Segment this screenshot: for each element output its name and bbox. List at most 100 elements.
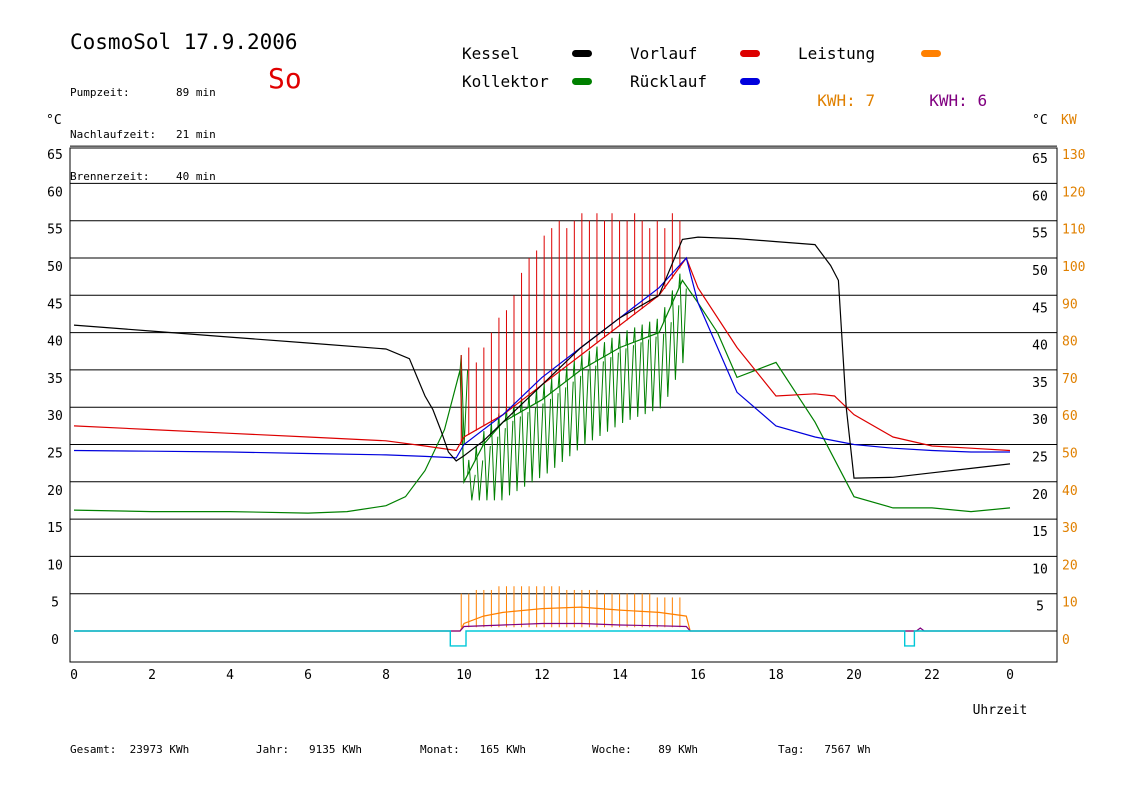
legend-ruecklauf-swatch xyxy=(740,78,760,85)
y-tick-right-temp: 15 xyxy=(1032,525,1048,540)
legend-leistung-label: Leistung xyxy=(798,44,876,63)
x-tick: 12 xyxy=(534,668,550,683)
stat-pump-label: Pumpzeit: xyxy=(70,86,130,99)
series-kollektor-osc xyxy=(602,342,612,432)
series-kollektor-osc xyxy=(648,321,657,412)
y-tick-right-kw: 90 xyxy=(1062,297,1078,312)
y-tick-right-kw: 30 xyxy=(1062,521,1078,536)
series-kollektor-osc xyxy=(489,421,499,501)
weekday-label: So xyxy=(268,62,302,95)
legend-ruecklauf-label: Rücklauf xyxy=(630,72,708,91)
series-kollektor-osc xyxy=(633,327,642,417)
y-tick-right-kw: 60 xyxy=(1062,409,1078,424)
legend-leistung-swatch xyxy=(921,50,941,57)
legend-kessel-label: Kessel xyxy=(462,44,520,63)
footer-jahr-label: Jahr: xyxy=(256,743,290,756)
series-kollektor-osc xyxy=(527,392,536,483)
y-tick-right-kw: 120 xyxy=(1062,185,1085,200)
x-tick: 6 xyxy=(304,668,312,683)
y-tick-left: 35 xyxy=(47,372,63,387)
series-vorlauf xyxy=(73,256,1011,452)
footer-jahr: Jahr: 9135 KWh xyxy=(256,743,362,756)
series-kollektor-osc xyxy=(617,333,627,424)
footer-tag-label: Tag: xyxy=(778,743,805,756)
kwh-solar-label: KWH: xyxy=(817,91,856,110)
y-tick-right-kw: 0 xyxy=(1062,633,1070,648)
series-kollektor-osc xyxy=(595,346,604,437)
plot-frame xyxy=(69,147,1058,663)
footer-tag: Tag: 7567 Wh xyxy=(778,743,871,756)
x-tick: 18 xyxy=(768,668,784,683)
y-tick-left: 60 xyxy=(47,185,63,200)
series-kollektor-osc xyxy=(587,350,597,441)
series-kollektor-osc xyxy=(542,383,552,474)
series-kollektor-osc xyxy=(640,324,650,415)
stat-nachlauf-value: 21 min xyxy=(176,128,216,141)
series-kwh-tag xyxy=(74,622,1010,632)
y-tick-right-kw: 80 xyxy=(1062,335,1078,350)
x-tick: 22 xyxy=(924,668,940,683)
x-tick: 8 xyxy=(382,668,390,683)
y-tick-left: 50 xyxy=(47,260,63,275)
x-tick: 16 xyxy=(690,668,706,683)
series-kollektor-osc xyxy=(610,337,619,428)
footer-woche-label: Woche: xyxy=(592,743,632,756)
x-tick: 10 xyxy=(456,668,472,683)
kwh-solar: KWH: 7 xyxy=(798,72,875,110)
y-tick-right-kw: 130 xyxy=(1062,148,1085,163)
chart-title: CosmoSol 17.9.2006 xyxy=(70,30,298,54)
y-tick-right-temp: 30 xyxy=(1032,413,1048,428)
x-tick: 4 xyxy=(226,668,234,683)
kwh-day: KWH: 6 xyxy=(910,72,987,110)
y-unit-right-temp: °C xyxy=(1032,113,1048,128)
series-kollektor-osc xyxy=(535,388,544,479)
series-leistung xyxy=(74,606,1010,632)
series-kollektor-osc xyxy=(663,307,672,397)
stat-nachlauf-label: Nachlaufzeit: xyxy=(70,128,157,141)
kwh-day-value: 6 xyxy=(977,91,988,110)
stats-labels: Pumpzeit: Nachlaufzeit: Brennerzeit: xyxy=(70,58,156,198)
footer-gesamt-value: 23973 KWh xyxy=(129,743,190,756)
footer-woche-value: 89 KWh xyxy=(658,743,698,756)
stat-brenner-value: 40 min xyxy=(176,170,216,183)
series-kollektor-osc xyxy=(504,405,514,496)
stat-brenner-label: Brennerzeit: xyxy=(70,170,150,183)
x-tick: 20 xyxy=(846,668,862,683)
x-tick: 0 xyxy=(1006,668,1014,683)
y-tick-left: 10 xyxy=(47,558,63,573)
y-tick-right-temp: 40 xyxy=(1032,339,1048,354)
stats-values: 89 min 21 min 40 min xyxy=(176,58,216,198)
series-kollektor-osc xyxy=(557,372,567,463)
footer-tag-value: 7567 Wh xyxy=(824,743,871,756)
y-tick-right-temp: 5 xyxy=(1036,600,1044,615)
series-kollektor-osc xyxy=(519,397,529,487)
series-kessel xyxy=(73,236,1011,479)
y-tick-right-temp: 20 xyxy=(1032,488,1048,503)
y-tick-right-temp: 35 xyxy=(1032,376,1048,391)
y-tick-left: 0 xyxy=(51,633,59,648)
y-tick-left: 15 xyxy=(47,521,63,536)
series-kollektor-osc xyxy=(678,273,687,364)
y-tick-right-temp: 10 xyxy=(1032,562,1048,577)
footer-monat: Monat: 165 KWh xyxy=(420,743,526,756)
y-tick-right-temp: 60 xyxy=(1032,189,1048,204)
y-tick-right-kw: 100 xyxy=(1062,260,1085,275)
y-unit-left: °C xyxy=(46,113,62,128)
series-kollektor-osc xyxy=(550,378,559,468)
series-kollektor-osc xyxy=(572,360,582,451)
footer-gesamt: Gesamt: 23973 KWh xyxy=(70,743,189,756)
x-axis-label: Uhrzeit xyxy=(973,703,1028,718)
y-tick-right-kw: 50 xyxy=(1062,447,1078,462)
series-kollektor-osc xyxy=(512,401,521,492)
x-tick: 14 xyxy=(612,668,628,683)
series-kollektor-osc xyxy=(565,366,574,457)
x-tick: 0 xyxy=(70,668,78,683)
y-tick-left: 5 xyxy=(51,596,59,611)
y-tick-left: 65 xyxy=(47,148,63,163)
y-tick-left: 30 xyxy=(47,409,63,424)
footer-woche: Woche: 89 KWh xyxy=(592,743,698,756)
y-tick-right-temp: 65 xyxy=(1032,152,1048,167)
legend-kessel-swatch xyxy=(572,50,592,57)
series-kollektor-osc xyxy=(670,290,680,380)
